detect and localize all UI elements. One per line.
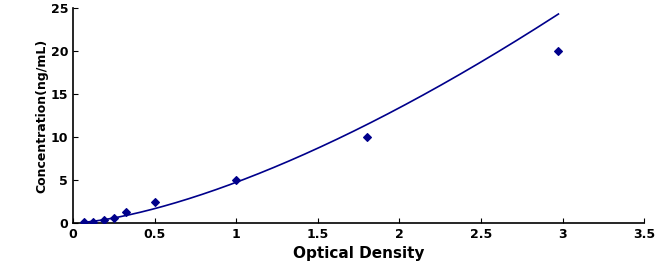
X-axis label: Optical Density: Optical Density bbox=[293, 246, 424, 261]
Y-axis label: Concentration(ng/mL): Concentration(ng/mL) bbox=[35, 38, 48, 193]
